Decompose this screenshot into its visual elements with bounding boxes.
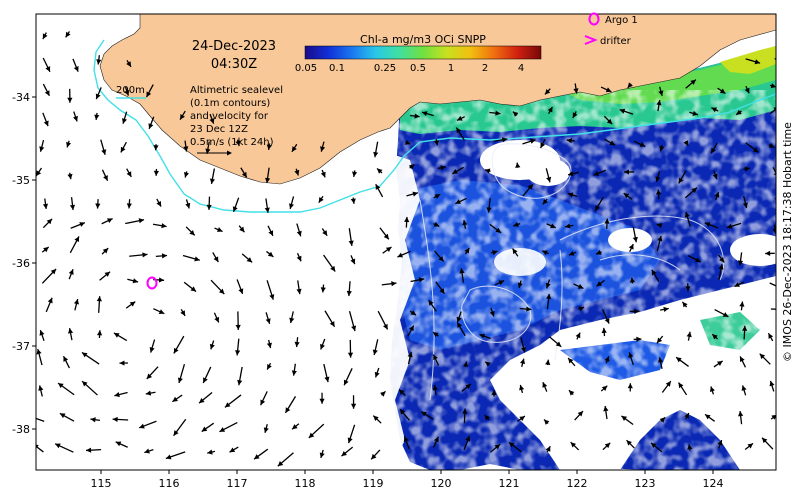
annotation-line: Altimetric sealevel <box>190 85 283 96</box>
velocity-arrow-head <box>776 54 782 59</box>
colorbar-tick-label: 4 <box>518 63 524 74</box>
annotation-line: 23 Dec 12Z <box>190 124 248 135</box>
bathymetry-legend-label: 200m <box>116 85 145 96</box>
colorbar-gradient <box>305 46 541 59</box>
annotation-line: 0.5m/s (1kt 24h) <box>190 137 274 148</box>
x-axis-tick-label: 122 <box>567 477 588 490</box>
y-axis-tick-label: -34 <box>12 91 30 104</box>
map-date: 24-Dec-2023 <box>192 39 276 54</box>
x-axis-tick-label: 123 <box>635 477 656 490</box>
x-axis-tick-label: 124 <box>703 477 724 490</box>
colorbar-tick-label: 0.25 <box>374 63 396 74</box>
map-time: 04:30Z <box>211 57 257 72</box>
x-axis-tick-label: 119 <box>363 477 384 490</box>
y-axis-tick-label: -37 <box>12 340 30 353</box>
colorbar-tick-label: 0.05 <box>295 63 317 74</box>
x-axis: 115 116 117 118 119 120 121 122 123 124 <box>91 470 724 490</box>
chlorophyll-layer <box>370 46 790 470</box>
annotation-line: and velocity for <box>190 111 269 122</box>
colorbar-tick-label: 0.5 <box>410 63 426 74</box>
x-axis-tick-label: 120 <box>431 477 452 490</box>
y-axis-tick-label: -35 <box>12 174 30 187</box>
credit-text: © IMOS 26-Dec-2023 18:17:38 Hobart time <box>781 122 794 362</box>
x-axis-tick-label: 121 <box>499 477 520 490</box>
argo-legend-label: Argo 1 <box>605 15 638 26</box>
y-axis: -34 -35 -36 -37 -38 <box>12 91 36 436</box>
x-axis-tick-label: 118 <box>295 477 316 490</box>
colorbar-tick-label: 0.1 <box>329 63 345 74</box>
x-axis-tick-label: 116 <box>159 477 180 490</box>
colorbar-title: Chl-a mg/m3 OCi SNPP <box>360 33 486 46</box>
colorbar-tick-label: 2 <box>482 63 488 74</box>
x-axis-tick-label: 117 <box>227 477 248 490</box>
y-axis-tick-label: -36 <box>12 257 30 270</box>
x-axis-tick-label: 115 <box>91 477 112 490</box>
drifter-legend-label: drifter <box>600 36 632 47</box>
velocity-arrow-head <box>25 414 31 419</box>
colorbar-tick-label: 1 <box>448 63 454 74</box>
annotation-line: (0.1m contours) <box>190 98 270 109</box>
y-axis-tick-label: -38 <box>12 423 30 436</box>
